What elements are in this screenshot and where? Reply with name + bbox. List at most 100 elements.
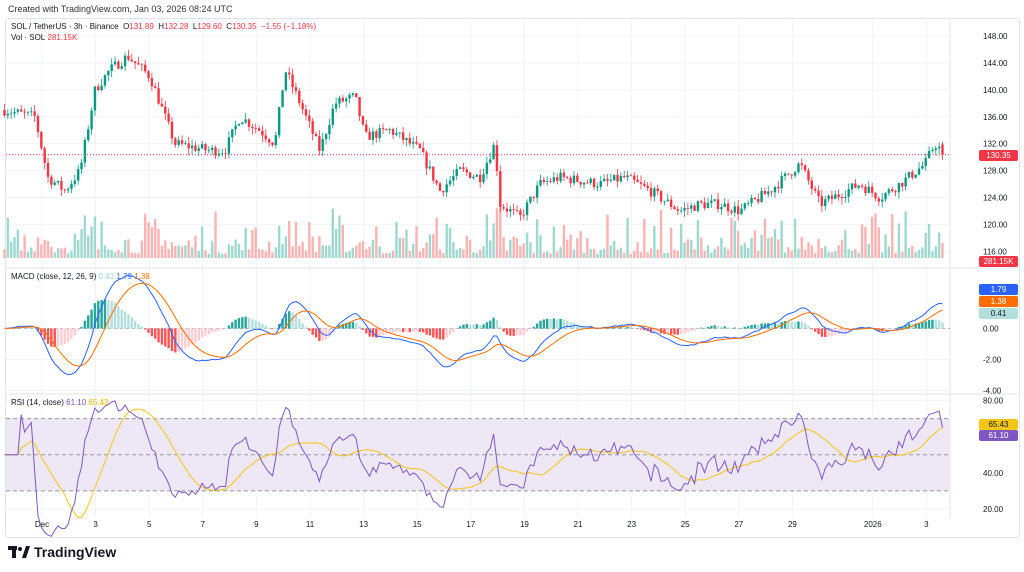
- macd-histogram-bar: [381, 328, 385, 336]
- candle-down: [800, 163, 803, 166]
- macd-histogram-bar: [941, 322, 944, 329]
- volume-bar: [328, 245, 331, 258]
- volume-bar: [371, 239, 375, 258]
- candle-down: [194, 145, 197, 151]
- volume-bar: [579, 231, 582, 258]
- volume-bar: [770, 237, 773, 258]
- candle-up: [545, 181, 549, 183]
- volume-bar: [344, 252, 348, 258]
- candle-up: [706, 202, 710, 209]
- rsi-label[interactable]: RSI (14, close): [11, 398, 64, 407]
- candle-down: [499, 171, 502, 208]
- volume-bar: [753, 230, 757, 258]
- macd-signal-value: 1.38: [134, 272, 150, 281]
- volume-bar: [83, 215, 87, 258]
- macd-histogram-bar: [673, 328, 676, 335]
- macd-histogram-bar: [790, 321, 793, 329]
- x-tick-label: 15: [413, 520, 422, 529]
- volume-bar: [475, 252, 479, 258]
- macd-histogram-bar: [820, 328, 824, 337]
- volume-bar: [509, 239, 512, 258]
- candle-down: [60, 180, 63, 190]
- macd-histogram-bar: [750, 324, 753, 329]
- macd-histogram-bar: [562, 319, 566, 329]
- candle-down: [147, 71, 150, 79]
- volume-bar: [415, 226, 418, 258]
- price-tick-label: 136.00: [983, 113, 1008, 122]
- volume-bar: [703, 250, 706, 258]
- volume-bar: [365, 249, 368, 258]
- macd-histogram-bar: [609, 327, 613, 329]
- volume-bar: [941, 242, 944, 258]
- volume-bar: [177, 245, 180, 258]
- macd-hist-value: 0.41: [98, 272, 115, 281]
- candle-down: [167, 113, 170, 122]
- macd-histogram-bar: [542, 319, 546, 329]
- candle-up: [914, 174, 917, 178]
- macd-line: [4, 275, 943, 376]
- candle-up: [241, 122, 244, 125]
- candle-up: [371, 131, 375, 140]
- macd-histogram-bar: [63, 328, 66, 345]
- volume-bar: [314, 252, 318, 258]
- macd-histogram-bar: [23, 327, 26, 329]
- volume-bar: [174, 245, 177, 258]
- candle-up: [458, 167, 462, 169]
- candle-up: [107, 71, 110, 76]
- volume-bar: [334, 228, 338, 258]
- x-tick-label: 27: [734, 520, 743, 529]
- volume-bar: [395, 222, 398, 258]
- macd-histogram-bar: [907, 323, 911, 329]
- x-tick-label: 7: [201, 520, 206, 529]
- volume-bar: [911, 245, 914, 258]
- volume-bar: [914, 252, 917, 258]
- macd-histogram-bar: [626, 327, 629, 329]
- macd-histogram-bar: [321, 328, 324, 341]
- macd-histogram-bar: [666, 328, 669, 334]
- volume-bar: [495, 208, 499, 258]
- tradingview-logo[interactable]: TradingView: [8, 544, 116, 560]
- macd-histogram-bar: [140, 326, 144, 329]
- candle-down: [311, 121, 314, 134]
- volume-bar: [730, 217, 733, 258]
- rsi-legend: RSI (14, close) 61.10 65.43: [11, 398, 108, 407]
- candle-up: [904, 177, 907, 187]
- candle-down: [415, 141, 418, 144]
- macd-histogram-bar: [133, 320, 137, 329]
- candle-down: [368, 131, 371, 140]
- volume-bar: [589, 248, 592, 258]
- macd-histogram-bar: [435, 328, 438, 339]
- volume-bar: [706, 245, 710, 258]
- symbol-label[interactable]: SOL / TetherUS · 3h · Binance: [11, 22, 119, 31]
- macd-histogram-bar: [281, 318, 284, 329]
- macd-histogram-bar: [629, 327, 633, 329]
- macd-histogram-bar: [770, 323, 773, 329]
- volume-bar: [170, 242, 174, 258]
- candle-down: [170, 121, 174, 139]
- volume-bar: [284, 236, 288, 258]
- candle-up: [120, 66, 123, 69]
- volume-bar: [820, 248, 824, 258]
- chart-credit: Created with TradingView.com, Jan 03, 20…: [8, 4, 233, 14]
- volume-bar: [465, 235, 468, 258]
- macd-label[interactable]: MACD (close, 12, 26, 9): [11, 272, 97, 281]
- candle-up: [93, 86, 97, 111]
- candle-down: [686, 208, 690, 209]
- macd-histogram-bar: [355, 322, 358, 329]
- macd-tick-label: 0.00: [983, 324, 999, 333]
- volume-bar: [378, 246, 381, 258]
- candle-down: [154, 86, 157, 89]
- candle-up: [395, 133, 398, 135]
- volume-bar: [482, 246, 485, 258]
- macd-histogram-bar: [545, 318, 549, 329]
- candle-down: [50, 176, 53, 185]
- volume-label[interactable]: Vol · SOL: [11, 33, 46, 42]
- macd-histogram-bar: [30, 327, 33, 329]
- open-value: 131.89: [129, 22, 154, 31]
- volume-bar: [834, 251, 837, 258]
- candle-up: [123, 55, 127, 67]
- volume-bar: [626, 217, 629, 258]
- volume-bar: [783, 252, 787, 258]
- candle-down: [391, 129, 395, 135]
